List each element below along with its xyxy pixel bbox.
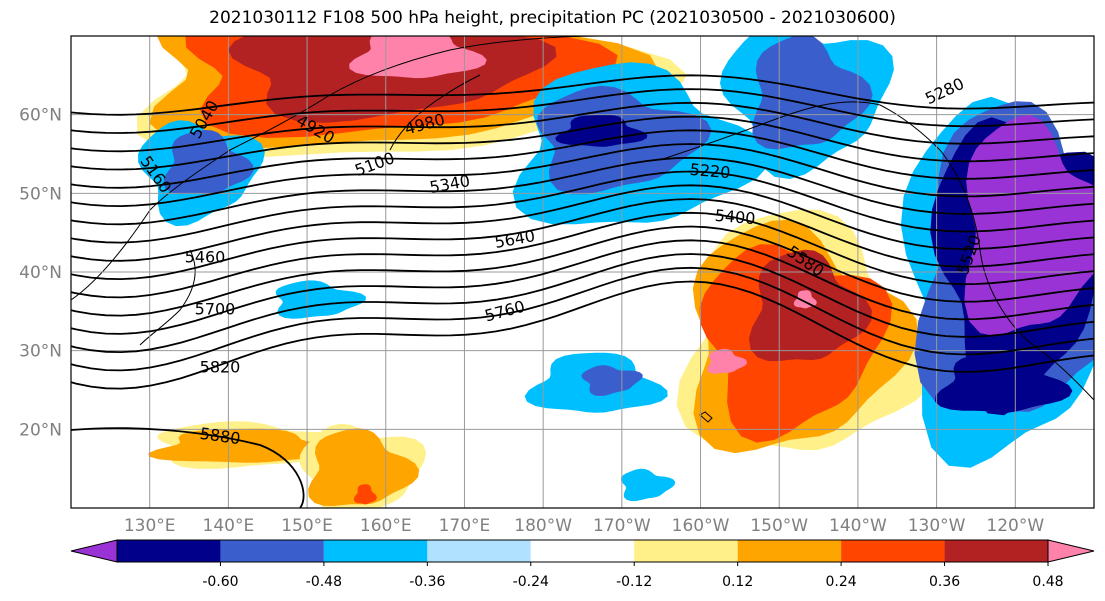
colorbar-tick-label: 0.48 xyxy=(1032,574,1063,590)
height-contour-line xyxy=(71,211,1094,299)
height-contour-line xyxy=(71,239,1094,335)
lon-label: 130°W xyxy=(908,516,966,536)
lat-label: 50°N xyxy=(19,184,62,204)
colorbar-segment xyxy=(323,540,428,562)
precip-negative-blue xyxy=(752,36,873,150)
precip-positive-orange xyxy=(148,428,351,463)
colorbar-tick-label: 0.12 xyxy=(722,574,753,590)
lon-label: 140°E xyxy=(203,516,255,536)
colorbar-tick-labels: -0.60 -0.48 -0.36 -0.24 -0.12 0.12 0.24 0.36 0.4… xyxy=(202,562,1064,590)
colorbar-tick-label: -0.12 xyxy=(616,574,652,590)
height-contour-line xyxy=(71,427,305,508)
height-contour-line xyxy=(71,74,1094,116)
colorbar-tick-label: -0.48 xyxy=(306,574,342,590)
height-contour-line xyxy=(71,170,1094,244)
latitude-labels: 60°N 50°N 40°N 30°N 20°N xyxy=(19,106,62,441)
height-contour-line xyxy=(71,184,1094,262)
colorbar-tick-label: -0.60 xyxy=(202,574,238,590)
colorbar-frame xyxy=(116,539,1049,563)
height-contour-line xyxy=(71,253,1094,354)
coastline-japan xyxy=(139,249,196,346)
height-contour-line xyxy=(71,115,1094,171)
lon-label: 180°W xyxy=(514,516,572,536)
colorbar-segment xyxy=(427,540,531,562)
colorbar-tick-label: 0.36 xyxy=(929,574,960,590)
colorbar-extend-low xyxy=(70,539,118,563)
colorbar-segment xyxy=(841,540,945,562)
contour-label: 5700 xyxy=(195,300,236,319)
colorbar-segment xyxy=(944,540,1048,562)
lon-label: 170°E xyxy=(439,516,491,536)
height-contour-line xyxy=(71,101,1094,153)
coastline-asia xyxy=(71,36,601,301)
colorbar-segment xyxy=(737,540,842,562)
precip-positive-orange xyxy=(308,428,420,506)
precip-positive-red xyxy=(353,484,377,505)
colorbar-segment xyxy=(634,540,738,562)
precip-negative-sky xyxy=(621,468,676,502)
colorbar xyxy=(70,539,1095,563)
longitude-labels: 130°E 140°E 150°E 160°E 170°E 180°W 170°W 160°W… xyxy=(124,516,1045,536)
lon-label: 140°W xyxy=(829,516,887,536)
lon-label: 130°E xyxy=(124,516,176,536)
colorbar-segment xyxy=(530,540,635,562)
height-contour-line xyxy=(71,198,1094,281)
contour-label: 5820 xyxy=(200,358,241,377)
colorbar-tick-label: -0.36 xyxy=(409,574,445,590)
colorbar-extend-high xyxy=(1047,539,1095,563)
height-contour-line xyxy=(71,129,1094,189)
colorbar-tick-label: 0.24 xyxy=(826,574,857,590)
height-contours xyxy=(71,74,1094,508)
precip-positive-pink xyxy=(349,36,487,79)
lon-label: 160°E xyxy=(360,516,412,536)
precip-negative-blue xyxy=(581,365,643,397)
lon-label: 120°W xyxy=(986,516,1044,536)
coastline-hawaii xyxy=(699,411,713,423)
contour-label: 5460 xyxy=(185,248,226,267)
precip-negative-purple xyxy=(964,114,1094,336)
lat-label: 30°N xyxy=(19,342,62,362)
lat-label: 20°N xyxy=(19,420,62,440)
lat-label: 40°N xyxy=(19,263,62,283)
height-contour-line xyxy=(71,143,1094,208)
lon-label: 160°W xyxy=(672,516,730,536)
colorbar-segment xyxy=(220,540,324,562)
lon-label: 170°W xyxy=(593,516,651,536)
lon-label: 150°W xyxy=(750,516,808,536)
height-contour-line xyxy=(71,280,1094,390)
contour-label: 5400 xyxy=(714,206,756,228)
height-contour-line xyxy=(71,88,1094,134)
height-contour-line xyxy=(71,266,1094,372)
map-frame xyxy=(70,35,1095,509)
height-contour-line xyxy=(71,225,1094,317)
height-contour-line xyxy=(71,156,1094,226)
precip-negative-navy xyxy=(935,352,1073,413)
lon-label: 150°E xyxy=(281,516,333,536)
colorbar-tick-label: -0.24 xyxy=(513,574,549,590)
contour-label: 5220 xyxy=(689,160,731,182)
map-title: 2021030112 F108 500 hPa height, precipit… xyxy=(209,8,896,28)
precip-positive-pink xyxy=(707,348,748,374)
lat-label: 60°N xyxy=(19,106,62,126)
colorbar-segment xyxy=(117,540,221,562)
